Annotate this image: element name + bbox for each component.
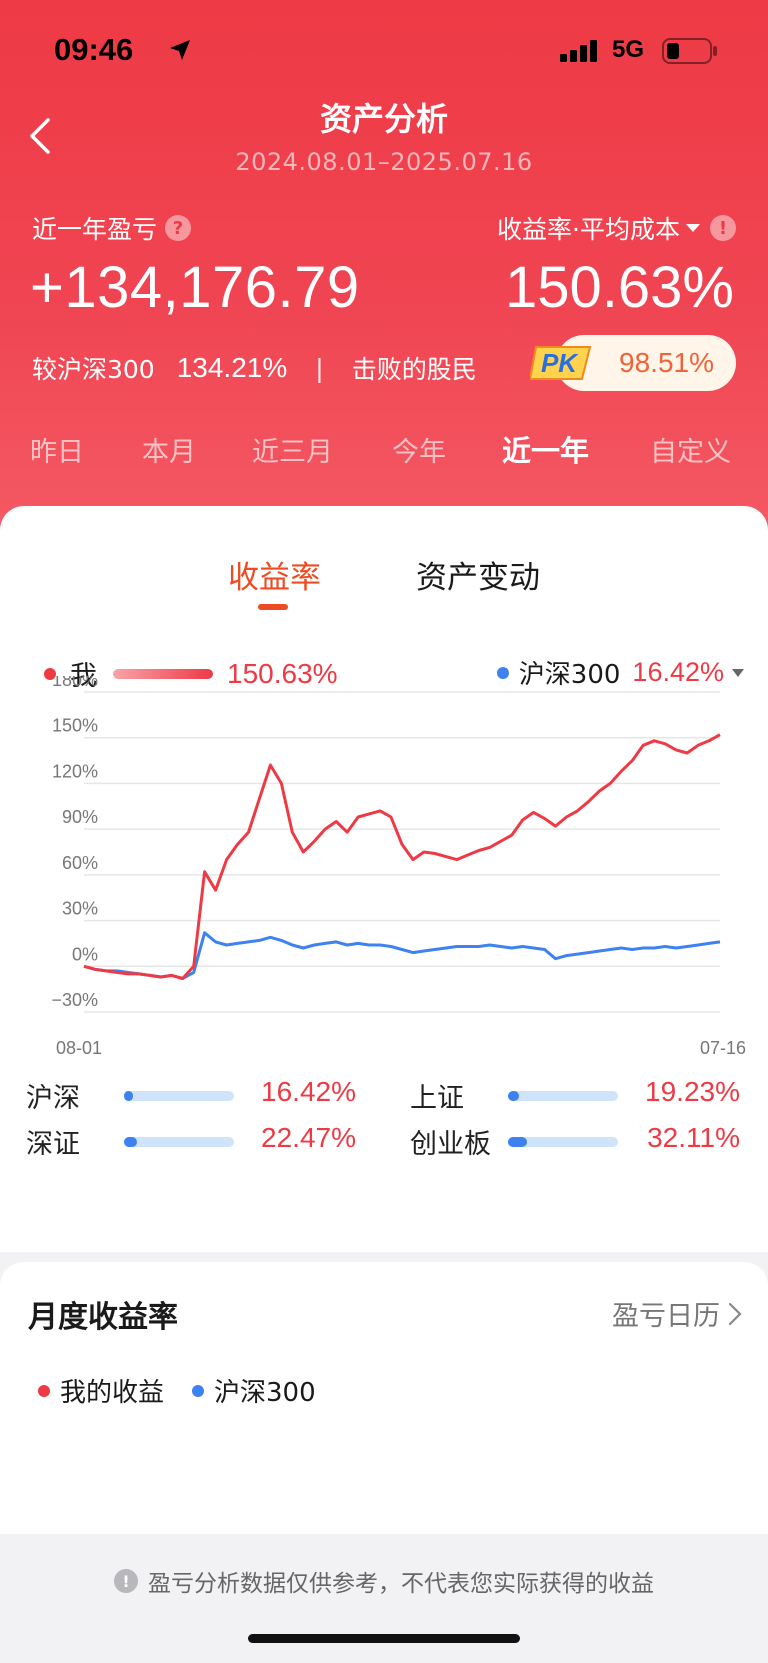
benchmark-track bbox=[124, 1091, 234, 1101]
series-line-me bbox=[83, 733, 721, 980]
tab-custom[interactable]: 自定义 bbox=[650, 437, 731, 468]
y-tick-label: −30% bbox=[51, 990, 98, 1010]
y-tick-label: 180% bbox=[52, 676, 98, 690]
status-bar: 09:46 5G bbox=[0, 30, 768, 74]
page-title: 资产分析 bbox=[319, 100, 448, 138]
divider: | bbox=[315, 353, 324, 383]
help-icon[interactable]: ? bbox=[165, 215, 192, 241]
benchmark-track bbox=[508, 1137, 618, 1147]
pl-label: 近一年盈亏 ? bbox=[32, 210, 192, 246]
segment-indicator bbox=[258, 604, 288, 610]
rate-value: 150.63% bbox=[505, 255, 734, 320]
rate-label[interactable]: 收益率·平均成本 ! bbox=[497, 210, 736, 246]
signal-icon bbox=[560, 40, 597, 62]
me-dot-icon bbox=[38, 1384, 50, 1397]
return-chart[interactable]: 180% 150% 120% 90% 60% 30% 0% −30% 08-01 07-16 bbox=[0, 676, 768, 1056]
benchmark-fill bbox=[508, 1091, 519, 1101]
beat-label: 击败的股民 bbox=[351, 355, 477, 384]
benchmark-dot-icon bbox=[192, 1384, 205, 1397]
y-tick-label: 30% bbox=[62, 899, 98, 919]
tab-one-year[interactable]: 近一年 bbox=[502, 434, 590, 468]
header-panel: 09:46 5G 资产分析 2024.08.01–2025.07.16 近一年盈… bbox=[0, 0, 768, 540]
footer: ! 盈亏分析数据仅供参考，不代表您实际获得的收益 bbox=[0, 1534, 768, 1663]
battery-icon bbox=[662, 38, 717, 64]
disclaimer-text: 盈亏分析数据仅供参考，不代表您实际获得的收益 bbox=[148, 1571, 654, 1597]
me-dot-icon bbox=[44, 667, 56, 680]
svg-text:PK: PK bbox=[541, 348, 579, 378]
warning-icon: ! bbox=[114, 1569, 138, 1593]
pl-calendar-link[interactable]: 盈亏日历 bbox=[612, 1294, 742, 1333]
status-time: 09:46 bbox=[54, 32, 134, 67]
benchmark-track bbox=[124, 1137, 234, 1147]
compare-row: 较沪深300 134.21% | 击败的股民 bbox=[32, 350, 477, 386]
benchmark-name: 创业板 bbox=[410, 1129, 491, 1160]
home-indicator[interactable] bbox=[248, 1634, 520, 1643]
tab-this-month[interactable]: 本月 bbox=[142, 437, 196, 468]
x-tick-label: 08-01 bbox=[56, 1038, 102, 1056]
pl-label-text: 近一年盈亏 bbox=[32, 215, 158, 244]
x-tick-label: 07-16 bbox=[700, 1038, 746, 1056]
y-tick-label: 120% bbox=[52, 761, 98, 781]
y-tick-label: 60% bbox=[62, 853, 98, 873]
benchmark-dropdown-icon bbox=[732, 668, 744, 677]
benchmark-track bbox=[508, 1091, 618, 1101]
back-chevron-icon[interactable] bbox=[26, 116, 56, 156]
monthly-card: 月度收益率 盈亏日历 我的收益 沪深300 bbox=[0, 1262, 768, 1534]
network-type: 5G bbox=[612, 36, 645, 63]
rate-label-text: 收益率·平均成本 bbox=[497, 215, 680, 244]
benchmark-value: 22.47% bbox=[261, 1122, 356, 1153]
benchmark-value: 32.11% bbox=[647, 1122, 740, 1153]
legend-benchmark-label: 沪深300 bbox=[518, 660, 621, 690]
legend-me: 我 150.63% bbox=[44, 654, 338, 693]
legend-benchmark-value: 16.42% bbox=[632, 657, 724, 687]
benchmark-name: 深证 bbox=[26, 1129, 80, 1160]
legend-me-bar bbox=[113, 668, 213, 679]
tab-this-year[interactable]: 今年 bbox=[392, 437, 446, 468]
monthly-legend-benchmark: 沪深300 bbox=[214, 1378, 316, 1408]
benchmark-fill bbox=[124, 1137, 138, 1147]
y-tick-label: 0% bbox=[72, 944, 98, 964]
benchmark-value: 19.23% bbox=[645, 1076, 740, 1107]
segment-asset-change[interactable]: 资产变动 bbox=[416, 560, 540, 596]
pl-value: +134,176.79 bbox=[30, 255, 360, 320]
benchmark-value: 16.42% bbox=[261, 1076, 356, 1107]
location-arrow-icon bbox=[170, 40, 190, 60]
legend-me-value: 150.63% bbox=[227, 657, 338, 689]
compare-value: 134.21% bbox=[176, 352, 288, 383]
y-tick-label: 150% bbox=[52, 716, 98, 736]
monthly-legend: 我的收益 沪深300 bbox=[38, 1372, 316, 1409]
dropdown-triangle-icon bbox=[686, 224, 700, 232]
info-icon[interactable]: ! bbox=[710, 215, 736, 241]
y-tick-label: 90% bbox=[62, 807, 98, 827]
period-tabs: 昨日 本月 近三月 今年 近一年 自定义 bbox=[0, 430, 768, 480]
pl-calendar-label: 盈亏日历 bbox=[612, 1301, 720, 1332]
tab-yesterday[interactable]: 昨日 bbox=[30, 437, 84, 468]
date-range: 2024.08.01–2025.07.16 bbox=[235, 148, 533, 176]
pk-widget[interactable]: 98.51% PK bbox=[530, 333, 738, 391]
legend-benchmark[interactable]: 沪深300 16.42% bbox=[496, 654, 744, 691]
segment-return-rate[interactable]: 收益率 bbox=[228, 560, 321, 596]
chart-card: 收益率 资产变动 我 150.63% 沪深300 16.42% 180% 150%… bbox=[0, 506, 768, 1252]
benchmark-fill bbox=[508, 1137, 527, 1147]
series-line-benchmark bbox=[83, 931, 721, 980]
monthly-legend-me: 我的收益 bbox=[60, 1378, 165, 1408]
benchmark-dot-icon bbox=[496, 666, 509, 679]
benchmark-name: 上证 bbox=[410, 1083, 464, 1114]
beat-value: 98.51% bbox=[556, 335, 736, 391]
tab-three-months[interactable]: 近三月 bbox=[252, 437, 333, 468]
legend-me-label: 我 bbox=[70, 661, 97, 692]
benchmark-name: 沪深 bbox=[26, 1083, 80, 1114]
chevron-right-icon bbox=[728, 1302, 742, 1325]
compare-label: 较沪深300 bbox=[32, 355, 155, 384]
monthly-title: 月度收益率 bbox=[28, 1300, 178, 1335]
pk-badge-icon: PK bbox=[530, 346, 592, 380]
benchmark-fill bbox=[124, 1091, 133, 1101]
disclaimer: ! 盈亏分析数据仅供参考，不代表您实际获得的收益 bbox=[0, 1564, 768, 1598]
